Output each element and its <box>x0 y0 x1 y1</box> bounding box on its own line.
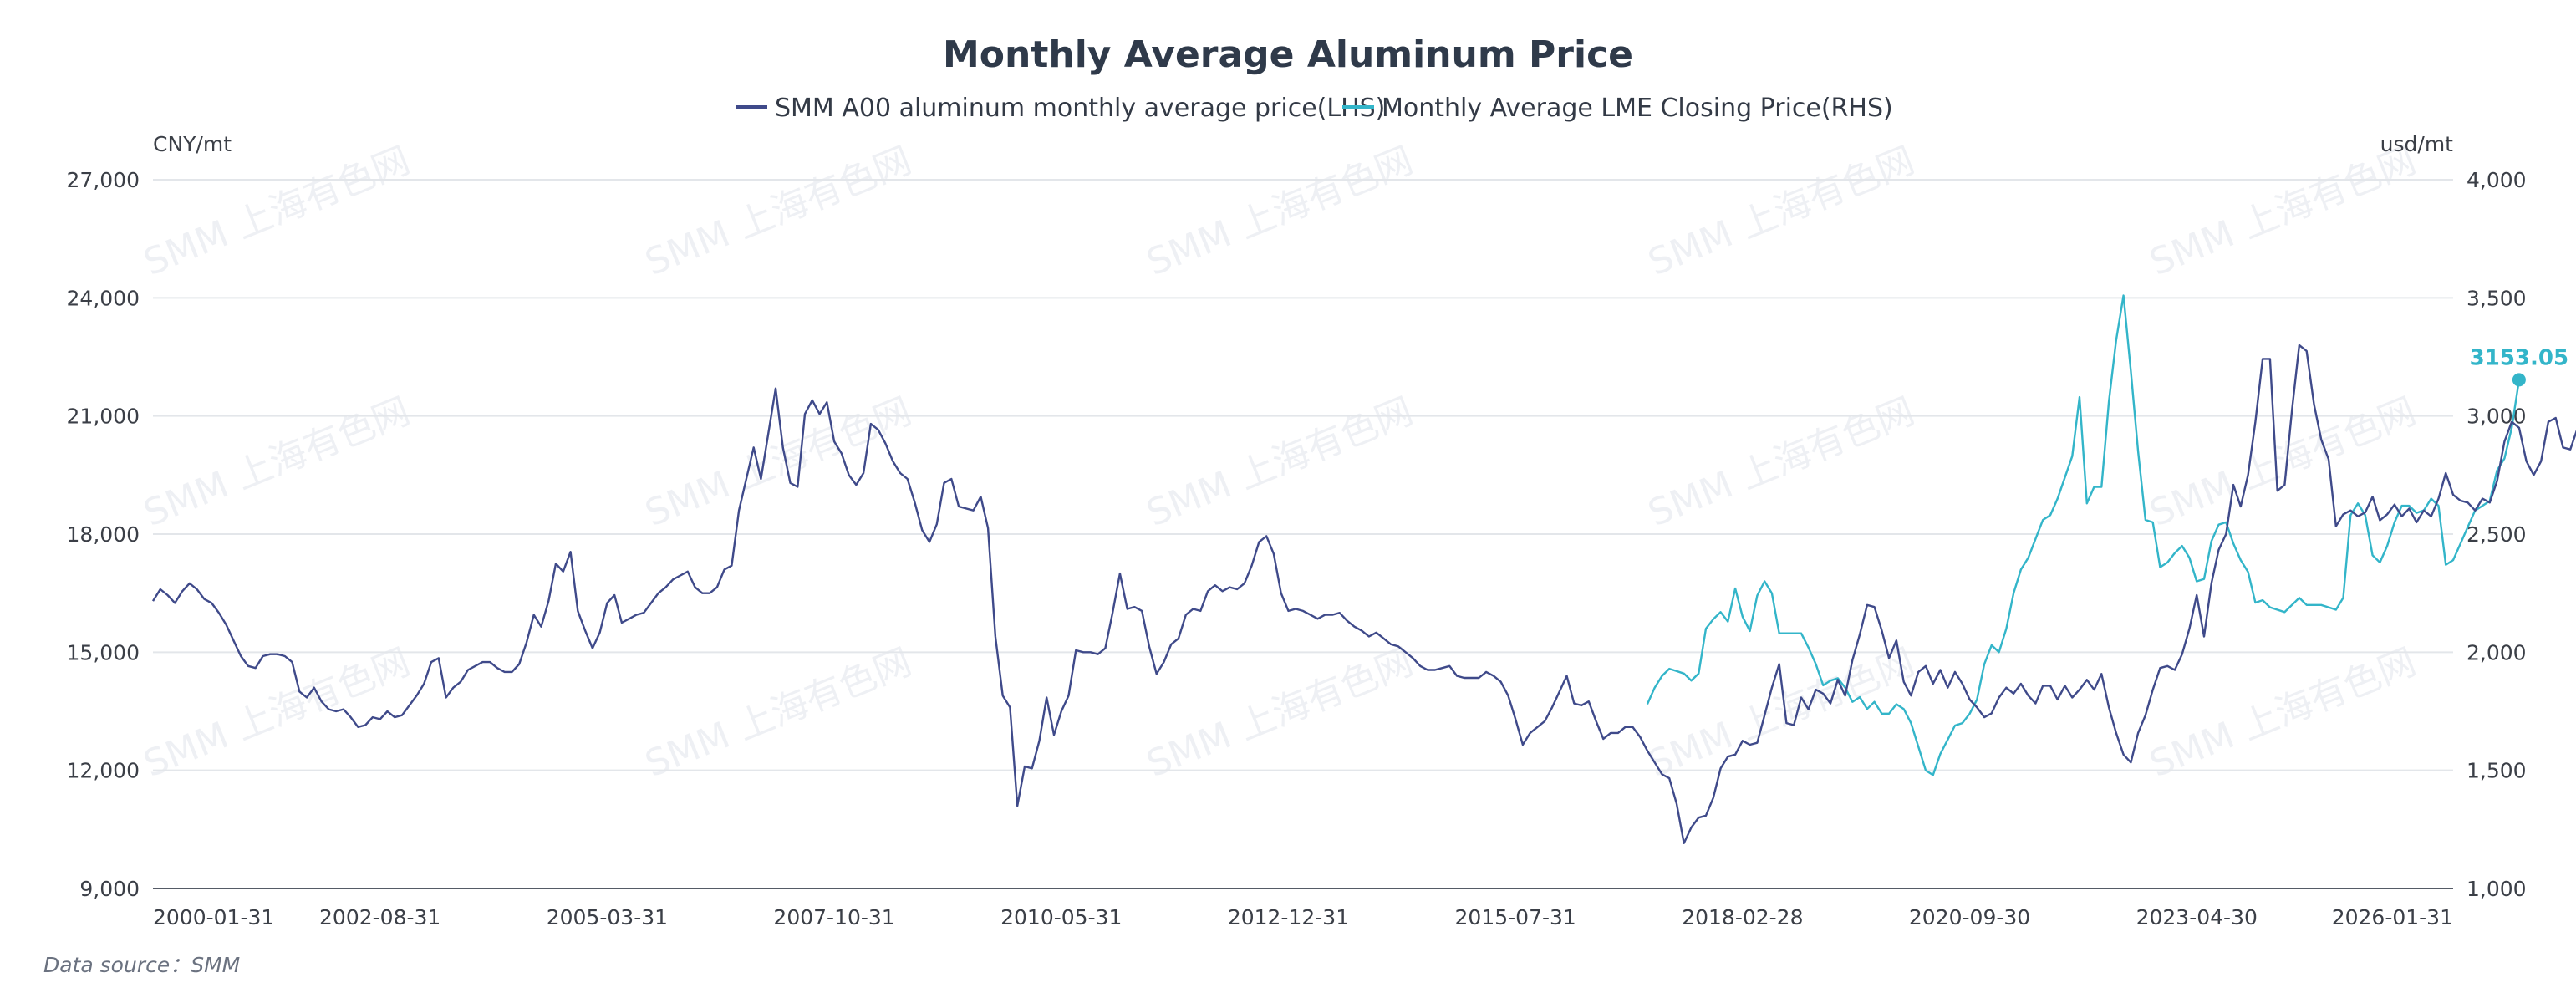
watermark-text: SMM 上海有色网 <box>1642 139 1920 284</box>
watermark-text: SMM 上海有色网 <box>639 640 917 786</box>
x-tick-label: 2002-08-31 <box>319 905 440 929</box>
left-axis-unit: CNY/mt <box>153 132 232 156</box>
watermark-text: SMM 上海有色网 <box>138 139 415 284</box>
left-tick-label: 27,000 <box>67 168 140 192</box>
end-markers: 24085.53153.05 <box>2470 345 2568 387</box>
left-tick-label: 24,000 <box>67 286 140 310</box>
watermark-text: SMM 上海有色网 <box>138 640 415 786</box>
watermark-text: SMM 上海有色网 <box>1141 139 1418 284</box>
watermark-text: SMM 上海有色网 <box>1642 389 1920 535</box>
chart-title: Monthly Average Aluminum Price <box>943 33 1633 76</box>
x-tick-label: 2023-04-30 <box>2136 905 2258 929</box>
watermark-text: SMM 上海有色网 <box>639 139 917 284</box>
x-tick-label: 2015-07-31 <box>1455 905 1576 929</box>
end-value-label-lme: 3153.05 <box>2470 345 2568 370</box>
gridlines <box>153 179 2453 771</box>
legend-label-lme[interactable]: Monthly Average LME Closing Price(RHS) <box>1382 94 1893 123</box>
x-tick-label: 2018-02-28 <box>1682 905 1803 929</box>
left-tick-label: 9,000 <box>79 877 140 901</box>
watermark-text: SMM 上海有色网 <box>1141 640 1418 786</box>
watermark-text: SMM 上海有色网 <box>2144 640 2421 786</box>
watermark-text: SMM 上海有色网 <box>138 389 415 535</box>
x-tick-label: 2020-09-30 <box>1909 905 2030 929</box>
right-tick-label: 1,000 <box>2467 877 2527 901</box>
right-tick-label: 3,000 <box>2467 405 2527 429</box>
right-tick-label: 1,500 <box>2467 759 2527 783</box>
right-axis-unit: usd/mt <box>2380 132 2454 156</box>
watermark-text: SMM 上海有色网 <box>2144 389 2421 535</box>
left-tick-label: 12,000 <box>67 759 140 783</box>
legend-label-smm[interactable]: SMM A00 aluminum monthly average price(L… <box>775 94 1385 123</box>
right-tick-label: 3,500 <box>2467 286 2527 310</box>
x-tick-label: 2026-01-31 <box>2332 905 2453 929</box>
x-axis-ticks: 2000-01-31 2002-08-31 2005-03-31 2007-10-31… <box>153 905 2453 929</box>
data-source-note: Data source：SMM <box>43 953 240 977</box>
x-tick-label: 2012-12-31 <box>1228 905 1349 929</box>
watermark-text: SMM 上海有色网 <box>1141 389 1418 535</box>
x-tick-label: 2005-03-31 <box>547 905 668 929</box>
legend: SMM A00 aluminum monthly average price(L… <box>736 94 1893 123</box>
end-point-lme[interactable] <box>2512 373 2526 387</box>
x-tick-label: 2000-01-31 <box>153 905 274 929</box>
left-tick-label: 21,000 <box>67 405 140 429</box>
right-tick-label: 2,500 <box>2467 522 2527 547</box>
watermark-text: SMM 上海有色网 <box>1642 640 1920 786</box>
watermark-text: SMM 上海有色网 <box>2144 139 2421 284</box>
right-tick-label: 4,000 <box>2467 168 2527 192</box>
right-tick-label: 2,000 <box>2467 640 2527 664</box>
x-tick-label: 2007-10-31 <box>773 905 894 929</box>
left-axis-ticks: 27,000 24,000 21,000 18,000 15,000 12,000 9,00… <box>67 168 140 901</box>
series-line-smm[interactable] <box>151 294 2576 844</box>
left-tick-label: 15,000 <box>67 640 140 664</box>
left-tick-label: 18,000 <box>67 522 140 547</box>
right-axis-ticks: 4,000 3,500 3,000 2,500 2,000 1,500 1,000 <box>2467 168 2527 901</box>
series-line-lme[interactable] <box>1646 294 2521 776</box>
x-tick-label: 2010-05-31 <box>1000 905 1122 929</box>
